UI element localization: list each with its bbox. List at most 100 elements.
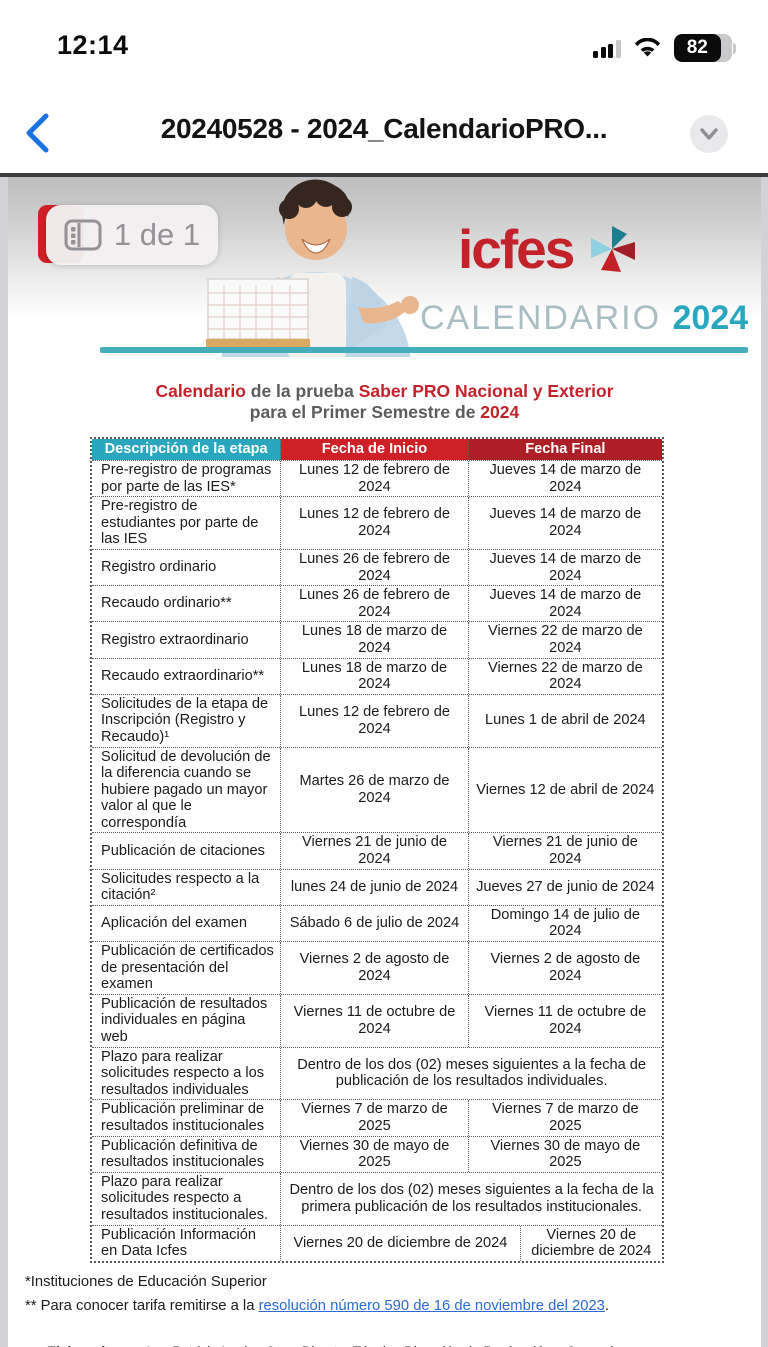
cell-fecha-final: Viernes 30 de mayo de 2025 [490,1137,641,1171]
footnotes: *Instituciones de Educación Superior ** … [25,1270,761,1318]
page-thumbnails-icon [64,219,102,251]
table-row: Solicitud de devolución de la diferencia… [92,747,662,834]
cell-fecha-inicio: Martes 26 de marzo de 2024 [281,747,469,833]
cell-etapa: Registro ordinario [92,549,282,586]
cell-etapa: Publicación Información en Data Icfes [92,1225,282,1261]
cell-fecha-inicio: Viernes 21 de junio de 2024 [281,833,469,869]
cell-fecha-inicio: Lunes 18 de marzo de 2024 [281,658,469,694]
table-header-row: Descripción de la etapa Fecha de Inicio … [92,439,662,461]
pdf-page[interactable]: 1 de 1 icfes CALENDARIO 2024 Calendario [0,177,768,1347]
table-row: Publicación de certificados de presentac… [92,942,662,995]
cell-etapa: Plazo para realizar solicitudes respecto… [92,1047,282,1100]
clock: 12:14 [57,30,129,60]
doc-title: Calendario de la prueba Saber PRO Nacion… [155,381,614,422]
cell-etapa: Pre-registro de estudiantes por parte de… [92,497,282,549]
icfes-logo: icfes [458,217,641,281]
page-indicator-badge[interactable]: 1 de 1 [46,205,218,265]
table-row: Pre-registro de programas por parte de l… [92,461,662,498]
cell-fecha-final: Jueves 14 de marzo de 2024 [489,550,642,584]
resolucion-link[interactable]: resolución número 590 de 16 de noviembre… [258,1297,605,1314]
cell-etapa: Solicitudes de la etapa de Inscripción (… [92,694,282,747]
cell-fecha-final: Jueves 14 de marzo de 2024 [489,462,642,495]
table-row: Solicitudes respecto a la citación² lunes… [92,869,662,906]
battery-icon: 82 [673,34,736,62]
icfes-logo-text: icfes [458,218,575,280]
table-row: Recaudo extraordinario** Lunes 18 de marz… [92,658,662,695]
calendar-table: Descripción de la etapa Fecha de Inicio … [90,437,664,1263]
table-row: Registro ordinario Lunes 26 de febrero de… [92,549,662,587]
cell-etapa: Publicación preliminar de resultados ins… [92,1100,282,1136]
header-fecha-inicio: Fecha de Inicio [281,439,469,460]
table-row: Recaudo ordinario** Lunes 26 de febrero d… [92,586,662,623]
cell-fecha-inicio: Lunes 12 de febrero de 2024 [281,461,469,497]
cell-fecha-final: Lunes 1 de abril de 2024 [485,712,646,729]
table-row: Publicación de citaciones Viernes 21 de j… [92,833,662,870]
cell-etapa: Publicación de resultados individuales e… [92,994,282,1047]
back-button[interactable] [20,111,54,155]
calendar-prop [206,278,310,348]
document-actions-button[interactable] [690,115,728,153]
table-row: Publicación preliminar de resultados ins… [92,1100,662,1137]
teal-divider-bar [100,347,748,353]
table-row: Publicación Información en Data Icfes Vie… [92,1225,662,1261]
cell-fecha-final: Jueves 27 de junio de 2024 [476,878,655,895]
cell-fecha-inicio: Lunes 26 de febrero de 2024 [281,549,469,586]
cell-etapa: Publicación de citaciones [92,833,282,869]
credit-line: Elaborado por: Luz Patricia Loaiza Cruz,… [47,1342,761,1347]
header-fecha-final: Fecha Final [468,439,662,460]
cell-etapa: Recaudo extraordinario** [92,658,282,694]
cell-fecha-inicio: Lunes 12 de febrero de 2024 [281,694,469,747]
cell-fecha-inicio: lunes 24 de junio de 2024 [281,869,469,905]
cell-fecha-final: Viernes 20 de diciembre de 2024 [531,1226,652,1260]
cell-etapa: Recaudo ordinario** [92,586,282,622]
credits-block: Elaborado por: Luz Patricia Loaiza Cruz,… [47,1342,761,1347]
table-row: Publicación de resultados individuales e… [92,994,662,1048]
cell-etapa: Solicitud de devolución de la diferencia… [92,747,282,833]
calendario-2024-label: CALENDARIO 2024 [420,299,749,337]
chevron-down-icon [700,128,718,140]
pdf-top-separator [0,173,768,177]
table-row: Registro extraordinario Lunes 18 de marzo… [92,622,662,659]
cell-fecha-inicio: Lunes 12 de febrero de 2024 [281,497,469,549]
cell-fecha-final: Viernes 22 de marzo de 2024 [488,623,643,656]
cell-merged-plazo: Dentro de los dos (02) meses siguientes … [297,1056,647,1090]
cell-fecha-final: Jueves 14 de marzo de 2024 [489,587,642,620]
cell-fecha-final: Viernes 22 de marzo de 2024 [488,659,643,693]
cell-etapa: Aplicación del examen [92,905,282,942]
cell-fecha-final: Viernes 11 de octubre de 2024 [484,1004,647,1037]
cell-etapa: Registro extraordinario [92,622,282,658]
cell-fecha-final: Viernes 12 de abril de 2024 [476,781,655,798]
table-row: Plazo para realizar solicitudes respecto… [92,1047,662,1101]
cell-etapa: Plazo para realizar solicitudes respecto… [92,1172,282,1225]
table-row: Publicación definitiva de resultados ins… [92,1136,662,1173]
header-etapa: Descripción de la etapa [92,439,282,460]
cell-etapa: Publicación definitiva de resultados ins… [92,1136,282,1172]
cell-fecha-inicio: Viernes 11 de octubre de 2024 [281,994,469,1047]
status-icons: 82 [593,34,736,62]
nav-bar: 20240528 - 2024_CalendarioPRO... [0,95,768,173]
icfes-pinwheel-icon [591,226,636,272]
table-row: Solicitudes de la etapa de Inscripción (… [92,694,662,748]
cell-fecha-inicio: Lunes 18 de marzo de 2024 [281,622,469,658]
table-row: Plazo para realizar solicitudes respecto… [92,1172,662,1226]
cell-fecha-inicio: Viernes 7 de marzo de 2025 [281,1100,469,1136]
document-title: 20240528 - 2024_CalendarioPRO... [160,113,608,144]
cell-fecha-inicio: Viernes 30 de mayo de 2025 [281,1136,469,1172]
cell-fecha-final: Viernes 2 de agosto de 2024 [490,951,641,984]
footnote-ies: *Instituciones de Educación Superior [25,1273,267,1290]
table-row: Pre-registro de estudiantes por parte de… [92,497,662,550]
page-indicator-label: 1 de 1 [113,217,201,252]
cell-fecha-final: Jueves 14 de marzo de 2024 [489,506,642,540]
pdf-header-banner: 1 de 1 icfes CALENDARIO 2024 [8,177,761,357]
cell-fecha-inicio: Sábado 6 de julio de 2024 [281,905,469,942]
battery-percent: 82 [686,37,708,58]
table-row: Aplicación del examen Sábado 6 de julio d… [92,905,662,943]
cell-fecha-final: Viernes 7 de marzo de 2025 [492,1101,639,1134]
cell-fecha-inicio: Viernes 2 de agosto de 2024 [281,942,469,994]
cell-fecha-inicio: Lunes 26 de febrero de 2024 [281,586,469,622]
status-bar: 12:14 82 [0,0,768,95]
wifi-icon [634,37,660,56]
cell-etapa: Solicitudes respecto a la citación² [92,869,282,905]
footnote-tarifa: ** Para conocer tarifa remitirse a la re… [25,1297,610,1314]
